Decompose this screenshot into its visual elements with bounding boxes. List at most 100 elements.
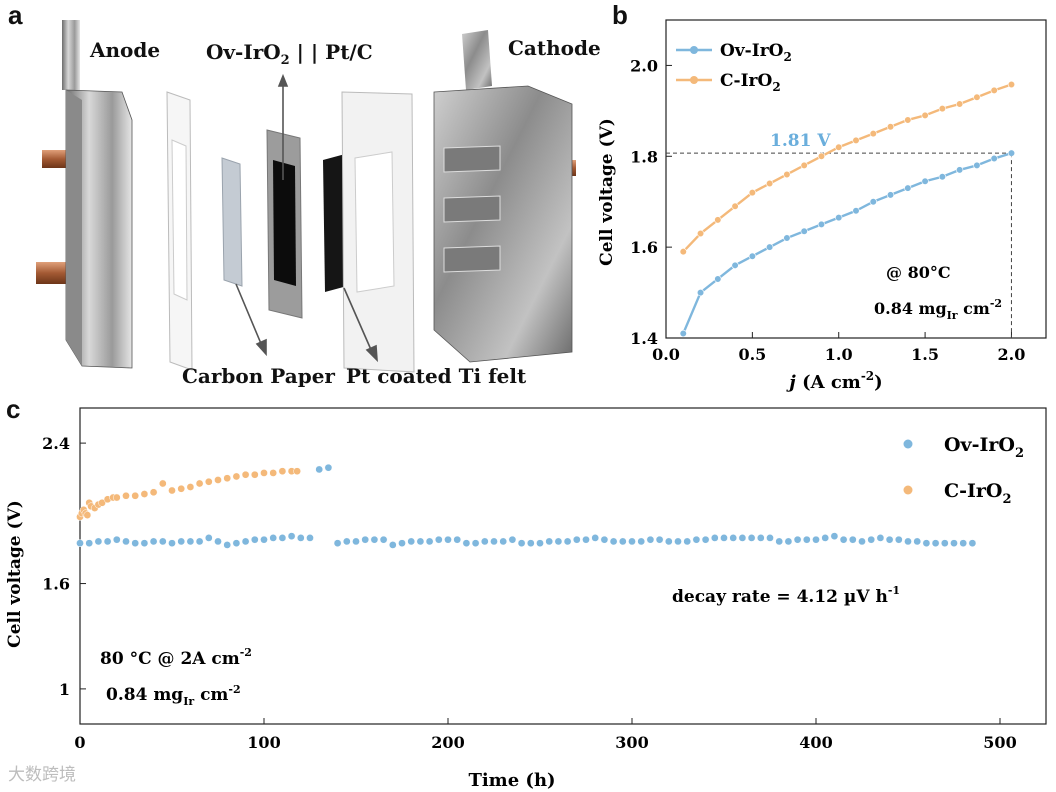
c-point-0 [186,537,195,546]
b-point [956,100,964,108]
c-point-0 [379,535,388,544]
c-legend-label: Ov-IrO2 [944,434,1024,461]
b-point [783,234,791,242]
c-point-0 [720,534,728,542]
b-point [973,93,981,101]
c-point-0 [499,537,508,546]
annotation-1-81v: 1.81 V [770,131,831,151]
ylabel-b: Cell voltage (V) [597,118,617,266]
b-legend-swatch-marker [690,76,698,84]
c-point-0 [94,537,103,546]
b-point [869,129,877,138]
c-point-0 [554,537,563,546]
panel-c-letter: c [6,394,21,424]
panel-a-letter: a [8,0,23,30]
c-point-1 [214,476,222,484]
c-point-0 [655,535,664,544]
c-point-0 [775,537,784,546]
ti-felt-label: Pt coated Ti felt [346,364,527,388]
c-point-0 [333,539,342,548]
b-point [731,261,739,269]
c-point-0 [563,537,572,546]
c-legend-swatch [903,439,913,449]
c-point-0 [876,534,885,542]
c-point-0 [674,537,682,546]
c-point-0 [214,537,222,546]
c-point-1 [204,477,213,486]
b-point [938,104,946,113]
c-decay-rate: decay rate = 4.12 µV h-1 [672,584,900,607]
c-point-0 [490,537,498,546]
c-point-0 [306,534,314,542]
c-point-0 [747,534,756,542]
c-point-1 [158,479,167,488]
b-ytick-label: 1.4 [630,329,658,348]
anode-copper-terminal-bottom [36,262,74,284]
c-point-0 [480,537,489,546]
c-point-0 [710,534,719,542]
c-point-0 [122,537,130,546]
c-point-0 [158,537,167,546]
c-point-1 [177,484,186,493]
b-point [990,86,998,95]
gasket-left [166,91,193,371]
c-point-0 [756,534,765,542]
c-point-0 [931,539,940,548]
c-point-0 [784,537,793,546]
c-point-0 [232,539,241,548]
b-legend-label: Ov-IrO2 [720,41,792,64]
c-point-0 [582,535,590,544]
c-point-0 [600,535,609,544]
c-point-0 [508,535,517,544]
c-point-1 [122,491,130,500]
b-point [852,207,860,215]
carbon-paper-label: Carbon Paper [182,364,335,388]
b-point [938,173,946,181]
c-point-0 [131,539,140,548]
c-point-0 [85,539,94,548]
membrane-electrode-assembly [266,129,303,319]
c-point-0 [830,532,839,541]
c-point-0 [628,537,636,546]
c-point-0 [729,534,738,542]
c-point-1 [241,470,250,479]
c-point-0 [416,537,425,546]
c-point-0 [968,539,977,548]
c-point-0 [76,539,84,548]
b-point [783,170,791,179]
c-xtick-label: 400 [799,733,832,752]
c-point-0 [361,535,370,544]
c-point-0 [959,539,968,548]
b-xtick-label: 2.0 [998,345,1026,364]
electrolyzer-illustration [36,20,576,373]
c-point-0 [766,534,774,542]
c-point-0 [241,537,250,546]
c-point-0 [867,535,876,544]
b-point [748,189,756,197]
polarization-chart: 0.0 0.5 1.0 1.5 2.0 1.4 1.6 1.8 2.0 Ov-IrO2 C-IrO… [597,19,1047,393]
b-point [835,214,843,222]
xlabel-b: j (A cm-2) [786,369,882,393]
c-point-0 [278,534,287,542]
c-point-0 [894,535,903,544]
c-point-1 [98,498,106,507]
b-point [1007,149,1016,157]
flow-channel-1 [443,145,501,173]
c-point-1 [260,469,268,477]
b-point [886,123,895,131]
c-point-0 [637,537,646,546]
c-point-0 [434,535,443,544]
c-point-0 [296,534,305,542]
c-point-0 [223,541,232,549]
c-point-0 [848,535,857,544]
c-point-1 [232,472,241,481]
c-point-1 [186,483,195,491]
c-point-1 [112,493,121,502]
c-point-1 [250,470,259,479]
b-point [714,275,722,283]
c-point-0 [858,537,866,546]
b-point [766,179,774,188]
b-legend-label: C-IrO2 [720,71,781,94]
c-point-0 [526,539,535,548]
